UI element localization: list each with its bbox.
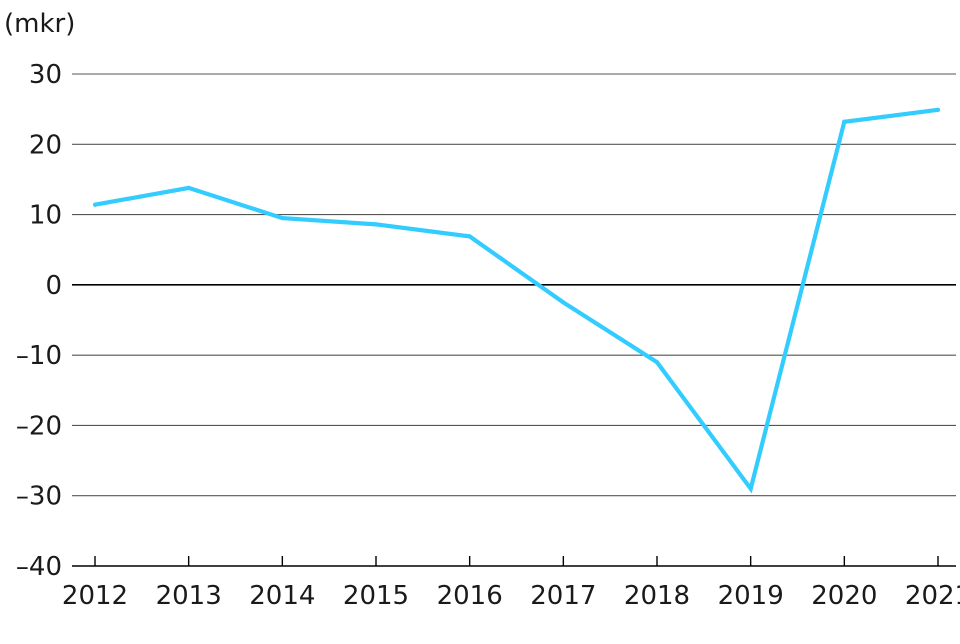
data-point [748, 486, 753, 491]
data-point [935, 107, 941, 112]
x-tick-label: 2021 [905, 581, 960, 611]
data-point [561, 300, 566, 305]
y-tick-label: –10 [16, 341, 62, 371]
data-point [842, 119, 847, 124]
x-tick-label: 2019 [718, 581, 784, 611]
y-tick-label: 30 [29, 60, 62, 90]
data-point [467, 234, 472, 239]
x-tick-label: 2020 [811, 581, 877, 611]
series-line [94, 107, 939, 494]
series-layer [92, 107, 941, 494]
x-tick-label: 2018 [624, 581, 690, 611]
y-unit-label: (mkr) [4, 9, 75, 39]
data-point [373, 222, 379, 227]
x-tick-label: 2014 [249, 581, 315, 611]
x-tick-label: 2012 [62, 581, 128, 611]
data-point [280, 215, 285, 221]
y-tick-label: 0 [45, 271, 62, 301]
y-tick-label: –40 [16, 552, 62, 582]
y-axis-ticks: 30 20 10 0 –10 –20 –30 –40 [16, 60, 62, 582]
x-tick-label: 2013 [156, 581, 222, 611]
x-tick-label: 2016 [437, 581, 503, 611]
gridlines [72, 73, 956, 497]
y-tick-label: 10 [29, 201, 62, 231]
y-tick-label: –30 [16, 482, 62, 512]
x-axis: 2012 2013 2014 2015 2016 2017 2018 2019 2020 2021 [62, 556, 960, 611]
data-point [92, 202, 98, 207]
x-tick-label: 2015 [343, 581, 409, 611]
y-tick-label: 20 [29, 130, 62, 160]
data-point [654, 360, 660, 365]
y-tick-label: –20 [16, 411, 62, 441]
data-point [186, 185, 191, 190]
x-tick-label: 2017 [530, 581, 596, 611]
